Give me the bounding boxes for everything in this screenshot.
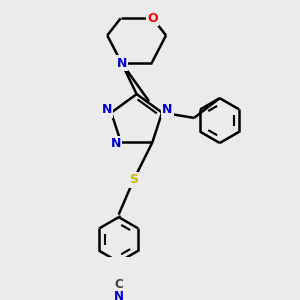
Text: C: C [114, 278, 123, 292]
Text: N: N [102, 103, 112, 116]
Text: O: O [147, 12, 158, 25]
Text: N: N [116, 57, 127, 70]
Text: S: S [129, 173, 138, 186]
Text: N: N [110, 137, 121, 150]
Text: N: N [114, 290, 124, 300]
Text: N: N [162, 103, 172, 116]
